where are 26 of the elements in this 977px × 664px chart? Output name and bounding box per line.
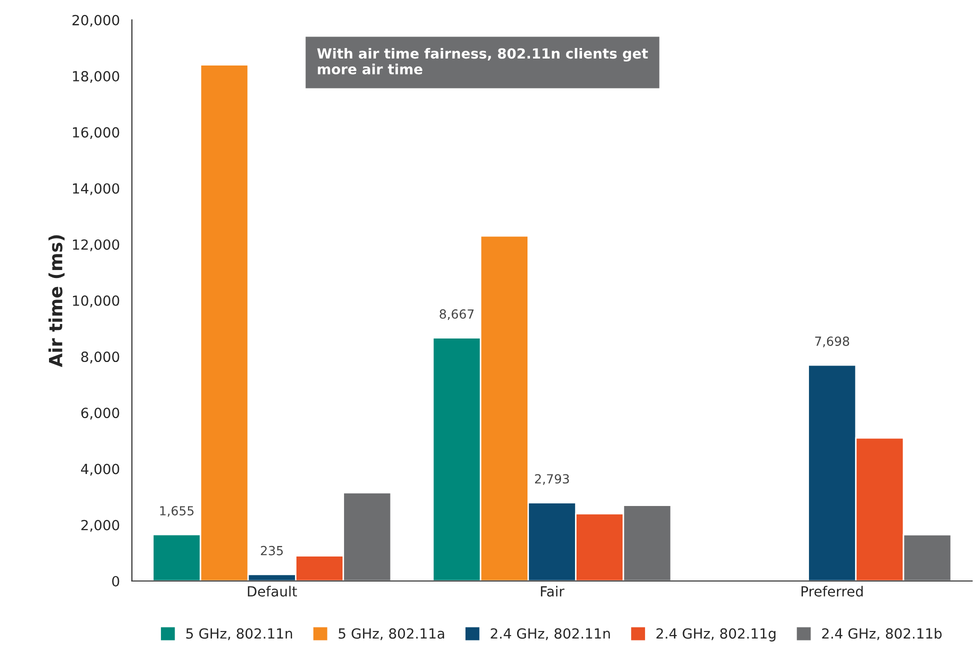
- data-label: 8,667: [440, 309, 474, 320]
- x-tick-label: Default: [248, 586, 297, 597]
- y-tick-label: 20,000: [72, 14, 120, 27]
- legend-label: 2.4 GHz, 802.11b: [822, 628, 942, 640]
- x-tick-label: Preferred: [802, 586, 863, 597]
- data-label: 7,698: [815, 336, 850, 348]
- y-tick-label: 14,000: [73, 183, 120, 196]
- y-tick-label: 10,000: [73, 295, 120, 308]
- legend-label: 5 GHz, 802.11a: [338, 628, 444, 640]
- y-tick-label: 6,000: [81, 408, 120, 420]
- legend-label: 2.4 GHz, 802.11n: [490, 628, 610, 640]
- data-label: 2,793: [535, 474, 569, 485]
- y-tick-label: 4,000: [81, 464, 120, 476]
- y-tick-label: 2,000: [81, 520, 120, 532]
- y-tick-label: 12,000: [73, 239, 120, 252]
- x-tick-label: Fair: [540, 586, 564, 597]
- data-label: 235: [260, 546, 283, 556]
- legend-label: 2.4 GHz, 802.11g: [656, 628, 776, 642]
- legend-label: 5 GHz, 802.11n: [186, 628, 292, 640]
- y-tick-label: 0: [112, 576, 120, 586]
- y-tick-label: 16,000: [73, 127, 120, 140]
- annotation: With air time fairness, 802.11n clients get more air time: [317, 48, 648, 74]
- y-axis-title: Air time (ms): [48, 235, 65, 368]
- data-label: 1,655: [160, 506, 194, 517]
- y-tick-label: 18,000: [73, 70, 120, 83]
- y-tick-label: 8,000: [81, 352, 120, 364]
